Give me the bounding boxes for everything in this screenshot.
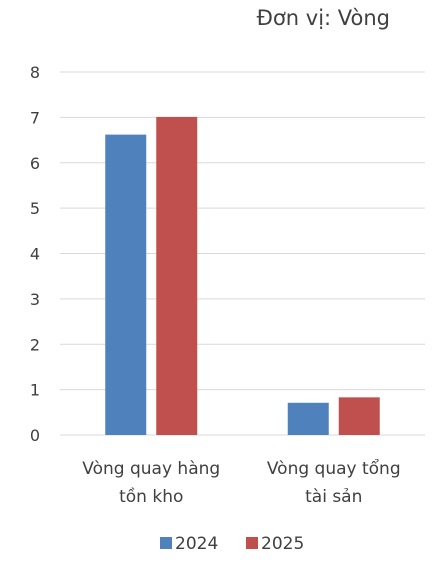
y-tick-label: 6 [30,154,40,173]
category-label: tồn kho [119,486,183,507]
category-label: tài sản [305,487,362,507]
y-tick-label: 3 [30,290,40,309]
y-tick-label: 8 [30,63,40,82]
y-tick-label: 4 [30,245,40,264]
legend-swatch-2024 [160,537,172,549]
y-axis-ticks: 0 1 2 3 4 5 6 7 8 [30,63,40,445]
legend-swatch-2025 [246,537,258,549]
legend: 2024 2025 [160,534,304,554]
bar-2025-1 [338,397,380,435]
category-label: Vòng quay tổng [267,458,401,479]
bars [105,116,380,435]
bar-2025-0 [156,116,198,435]
y-tick-label: 1 [30,381,40,400]
y-tick-label: 5 [30,199,40,218]
y-tick-label: 7 [30,108,40,127]
unit-label: Đơn vị: Vòng [256,6,390,30]
bar-2024-1 [287,402,329,435]
category-labels: Vòng quay hàng tồn kho Vòng quay tổng tài s… [82,458,400,507]
y-tick-label: 0 [30,426,40,445]
y-tick-label: 2 [30,335,40,354]
legend-label-2024: 2024 [175,534,218,554]
category-label: Vòng quay hàng [82,459,220,479]
legend-label-2025: 2025 [261,534,304,554]
bar-2024-0 [105,134,147,435]
